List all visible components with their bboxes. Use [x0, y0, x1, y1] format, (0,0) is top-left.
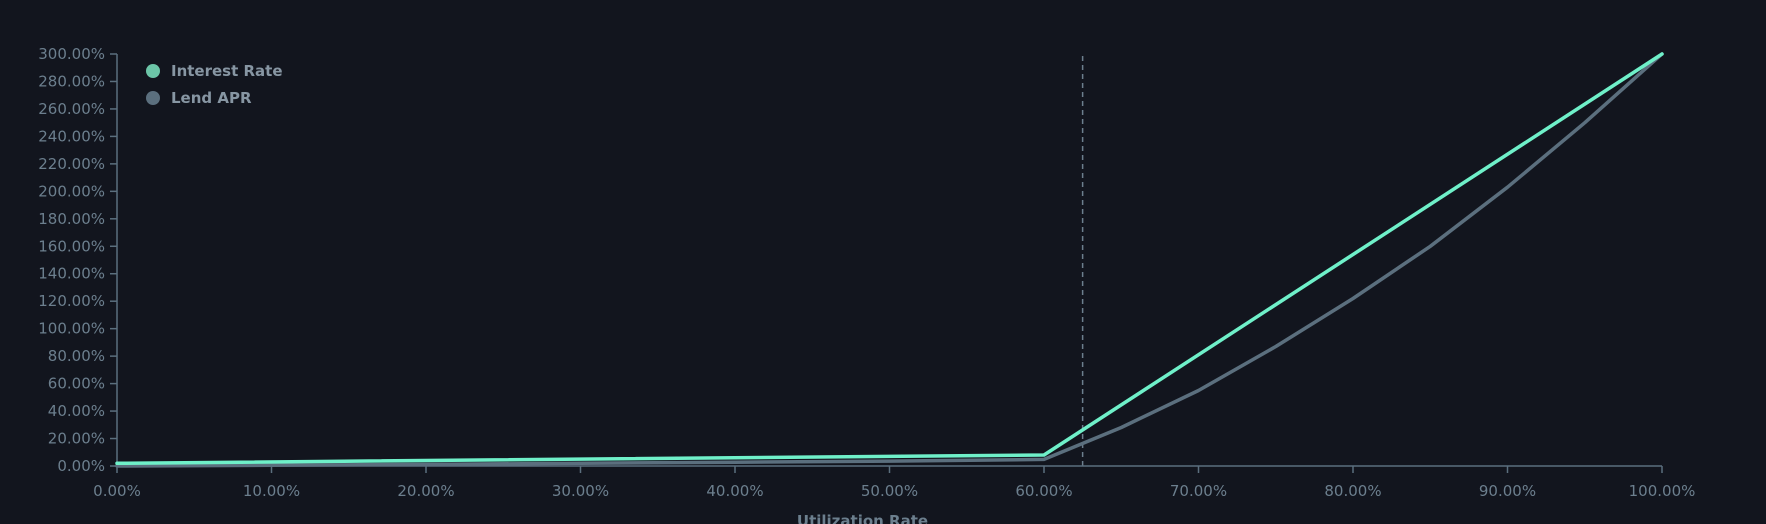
y-tick-label: 260.00% — [38, 100, 105, 118]
y-tick-label: 300.00% — [38, 45, 105, 63]
x-tick-label: 50.00% — [861, 482, 918, 500]
x-tick-label: 20.00% — [397, 482, 454, 500]
x-tick-label: 40.00% — [706, 482, 763, 500]
y-tick-label: 120.00% — [38, 292, 105, 310]
x-tick-label: 0.00% — [93, 482, 141, 500]
x-axis-title: Utilization Rate — [797, 512, 928, 524]
y-tick-label: 240.00% — [38, 127, 105, 145]
y-tick-label: 160.00% — [38, 237, 105, 255]
x-tick-label: 60.00% — [1015, 482, 1072, 500]
legend-label-interest-rate: Interest Rate — [171, 62, 283, 80]
y-tick-label: 220.00% — [38, 155, 105, 173]
x-tick-label: 30.00% — [552, 482, 609, 500]
series-line-lend-apr — [115, 52, 1664, 468]
y-tick-label: 20.00% — [48, 430, 105, 448]
x-tick-label: 90.00% — [1479, 482, 1536, 500]
y-tick-label: 140.00% — [38, 265, 105, 283]
legend-swatch-interest-rate — [146, 64, 160, 78]
y-tick-label: 180.00% — [38, 210, 105, 228]
series-layer — [115, 52, 1664, 468]
x-tick-label: 100.00% — [1629, 482, 1696, 500]
x-tick-label: 70.00% — [1170, 482, 1227, 500]
y-tick-label: 60.00% — [48, 375, 105, 393]
series-line-interest-rate — [115, 52, 1664, 466]
y-tick-label: 40.00% — [48, 402, 105, 420]
y-tick-label: 0.00% — [57, 457, 105, 475]
x-tick-label: 80.00% — [1324, 482, 1381, 500]
axes: 0.00% 20.00% 40.00% 60.00% 80.00% 100.00% 120.… — [38, 45, 1695, 500]
legend-swatch-lend-apr — [146, 91, 160, 105]
y-tick-label: 80.00% — [48, 347, 105, 365]
y-tick-label: 200.00% — [38, 182, 105, 200]
legend-label-lend-apr: Lend APR — [171, 89, 252, 107]
x-tick-label: 10.00% — [243, 482, 300, 500]
y-tick-label: 100.00% — [38, 320, 105, 338]
legend: Interest Rate Lend APR — [146, 62, 283, 107]
y-tick-label: 280.00% — [38, 72, 105, 90]
